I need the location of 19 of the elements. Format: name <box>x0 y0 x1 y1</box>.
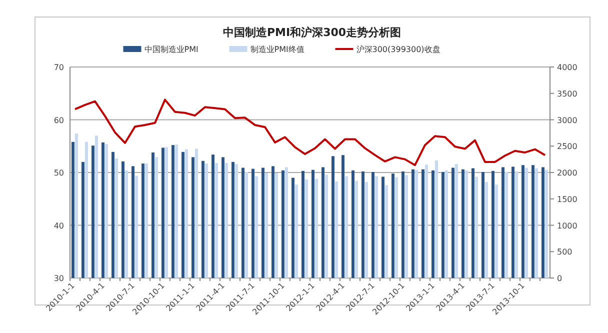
legend-label: 制造业PMI终值 <box>250 45 304 54</box>
y2-tick-label: 4000 <box>557 63 578 72</box>
y2-tick-label: 0 <box>557 274 562 283</box>
y-tick-label: 50 <box>54 168 64 178</box>
legend-label: 沪深300(399300)收盘 <box>356 45 440 54</box>
y-tick-label: 30 <box>54 274 64 283</box>
y2-tick-label: 1000 <box>557 221 578 230</box>
y2-tick-label: 3500 <box>557 89 578 98</box>
y-tick-label: 60 <box>54 116 64 125</box>
y2-tick-label: 1500 <box>557 194 578 204</box>
y-tick-label: 40 <box>54 221 64 230</box>
y2-tick-label: 3000 <box>557 116 578 125</box>
y2-tick-label: 2000 <box>557 168 578 178</box>
legend-label: 中国制造业PMI <box>144 45 198 54</box>
line-series <box>74 98 546 166</box>
y-tick-label: 70 <box>54 63 64 72</box>
y2-tick-label: 2500 <box>557 142 578 152</box>
chart-title: 中国制造PMI和沪深300走势分析图 <box>222 26 402 39</box>
y2-tick-label: 500 <box>557 248 572 257</box>
